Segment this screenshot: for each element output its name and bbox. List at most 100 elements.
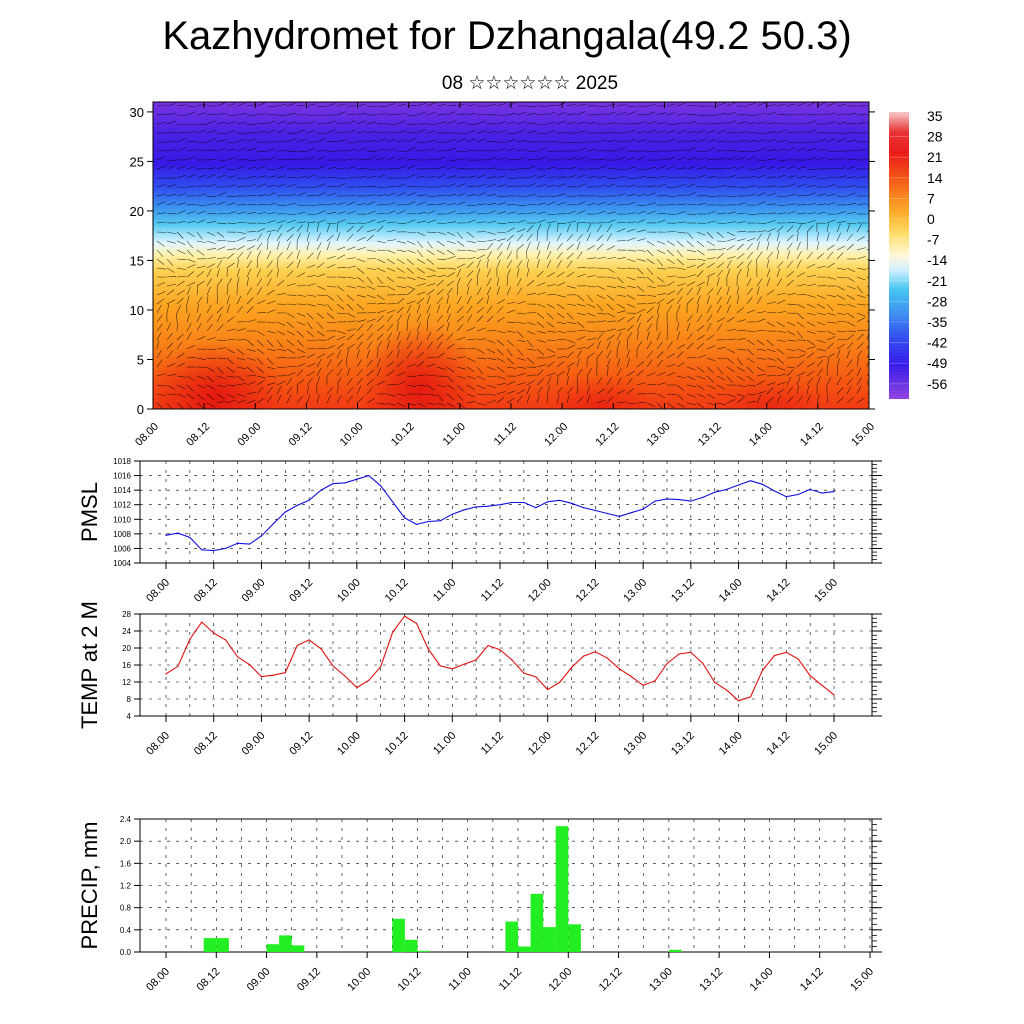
wind-barb (816, 330, 826, 333)
colorbar-label: 35 (927, 108, 943, 124)
wind-barb (396, 276, 406, 279)
wind-barb (846, 139, 856, 143)
data-point (463, 663, 465, 665)
wind-barb (746, 400, 756, 404)
wind-barb (676, 184, 686, 188)
wind-barb (736, 261, 744, 269)
wind-barb (656, 402, 664, 409)
wind-barb (866, 168, 869, 170)
wind-barb (746, 175, 756, 179)
wind-barb (256, 166, 266, 170)
wind-barb (336, 394, 342, 404)
wind-barb (566, 157, 576, 161)
wind-barb (786, 242, 793, 251)
wind-barb (306, 103, 316, 107)
wind-barb (766, 111, 776, 116)
data-point (714, 681, 716, 684)
wind-barb (656, 240, 666, 245)
wind-barb (496, 157, 506, 161)
wind-barb (586, 176, 596, 179)
wind-barb (186, 258, 196, 263)
precip-bar (530, 893, 544, 952)
wind-barb (206, 263, 215, 269)
wind-barb (446, 304, 451, 314)
wind-barb (856, 176, 866, 179)
wind-barb (516, 243, 524, 251)
wind-barb (736, 375, 745, 381)
wind-barb (626, 339, 629, 350)
wind-barb (226, 348, 236, 354)
wind-barb (486, 130, 496, 134)
wind-barb (486, 277, 492, 287)
wind-barb (236, 400, 246, 404)
y-tick-label: 1010 (113, 515, 131, 524)
x-tick-label: 13.12 (669, 730, 697, 758)
y-tick-label: 25 (130, 154, 144, 169)
wind-barb (216, 375, 226, 379)
wind-barb (646, 111, 656, 116)
wind-barb (406, 331, 411, 341)
wind-barb (676, 283, 686, 287)
wind-barb (566, 113, 576, 116)
x-tick-label: 13.12 (697, 966, 725, 994)
wind-barb (196, 357, 206, 361)
wind-barb (796, 284, 806, 287)
wind-barb (366, 349, 370, 359)
wind-barb (436, 314, 443, 323)
wind-barb (376, 186, 387, 188)
data-point (666, 498, 668, 500)
wind-barb (166, 393, 177, 395)
wind-barb (446, 210, 456, 215)
x-tick-label: 13.12 (696, 421, 724, 449)
wind-barb (356, 158, 367, 161)
wind-barb (826, 223, 829, 233)
wind-barb (276, 104, 286, 107)
y-tick-label: 16 (122, 661, 131, 670)
wind-barb (616, 276, 624, 284)
wind-barb (186, 393, 195, 400)
data-point (165, 534, 167, 536)
wind-barb (536, 147, 546, 152)
wind-barb (286, 394, 292, 404)
wind-barb (606, 387, 614, 395)
wind-barb (676, 113, 686, 116)
wind-barb (606, 211, 616, 215)
wind-barb (866, 285, 869, 288)
wind-barb (306, 114, 317, 116)
wind-barb (546, 201, 556, 206)
wind-barb (686, 147, 696, 152)
wind-barb (156, 156, 166, 161)
wind-barb (636, 210, 646, 215)
wind-barb (596, 105, 607, 107)
wind-barb (506, 221, 516, 224)
wind-barb (656, 130, 666, 134)
wind-barb (836, 338, 846, 341)
wind-barb (846, 176, 856, 179)
wind-barb (806, 303, 816, 309)
wind-barb (616, 328, 626, 332)
wind-barb (356, 225, 364, 233)
data-point (547, 501, 549, 503)
wind-barb (426, 102, 436, 107)
wind-barb (796, 348, 806, 353)
wind-barb (236, 328, 246, 332)
wind-barb (536, 195, 547, 197)
wind-barb (826, 294, 836, 297)
wind-barb (706, 231, 714, 239)
data-point (630, 512, 632, 514)
wind-barb (486, 104, 496, 107)
wind-barb (196, 336, 206, 341)
wind-barb (176, 393, 186, 398)
wind-barb (796, 222, 807, 225)
wind-barb (446, 313, 451, 323)
wind-barb (196, 366, 207, 368)
wind-barb (626, 193, 636, 197)
wind-barb (466, 314, 473, 323)
wind-barb (846, 303, 856, 308)
wind-barb (766, 122, 776, 125)
wind-barb (506, 139, 516, 143)
wind-barb (666, 138, 676, 143)
wind-barb (266, 357, 274, 365)
warm-core (360, 310, 480, 409)
wind-barb (486, 239, 496, 242)
